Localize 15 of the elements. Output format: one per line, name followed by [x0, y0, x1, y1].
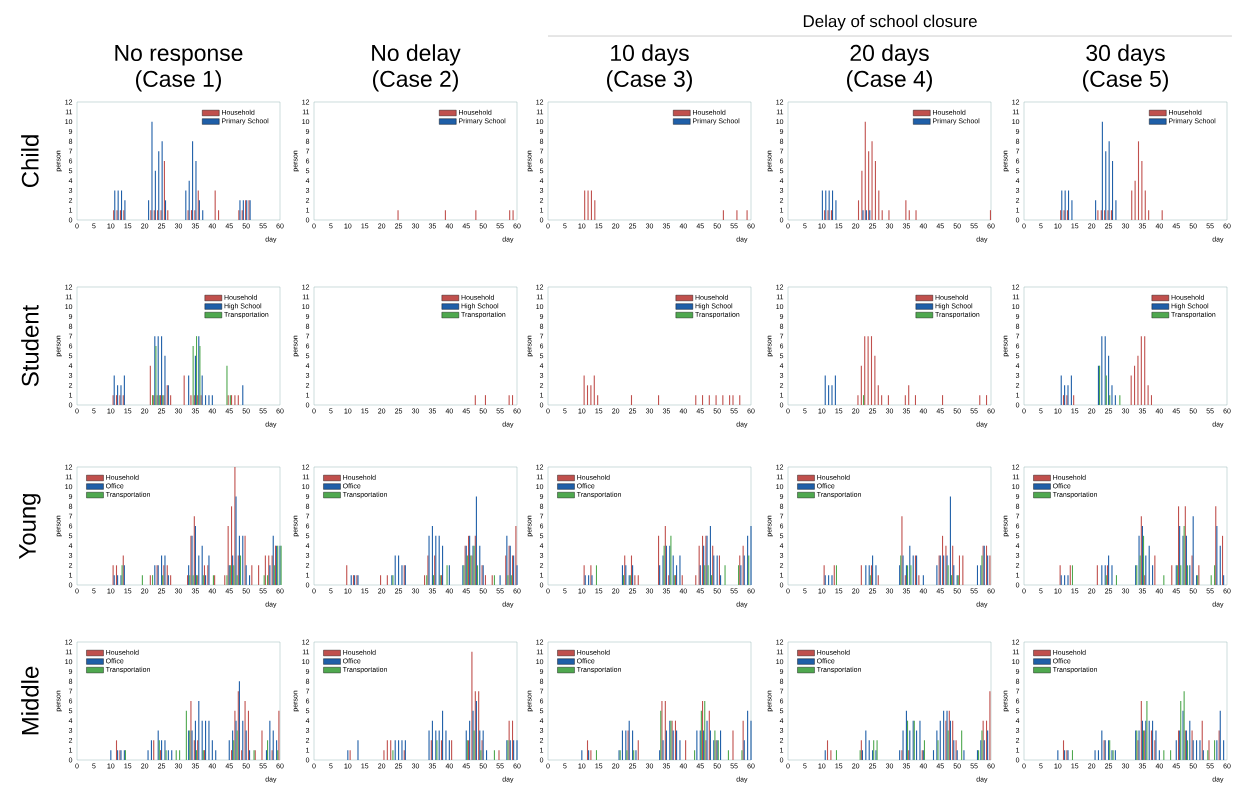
chart-title: 10 days [611, 44, 689, 66]
text: Middle [21, 666, 39, 735]
chart-title: 20 days [850, 44, 929, 66]
chart-title: 30 days [1086, 44, 1165, 66]
text: Child [21, 135, 39, 188]
chart-subtitle: (Case 2) [372, 70, 458, 92]
text: Young [19, 494, 41, 559]
chart-subtitle: (Case 5) [1083, 70, 1168, 92]
chart-subtitle: (Case 3) [607, 70, 692, 92]
text: Student [21, 304, 39, 387]
chart-title: No response [115, 45, 243, 66]
chart-title: No delay [372, 44, 461, 66]
chart-subtitle: (Case 4) [847, 70, 932, 92]
text: Delay of school closure [803, 14, 977, 31]
chart-subtitle: (Case 1) [135, 70, 221, 92]
